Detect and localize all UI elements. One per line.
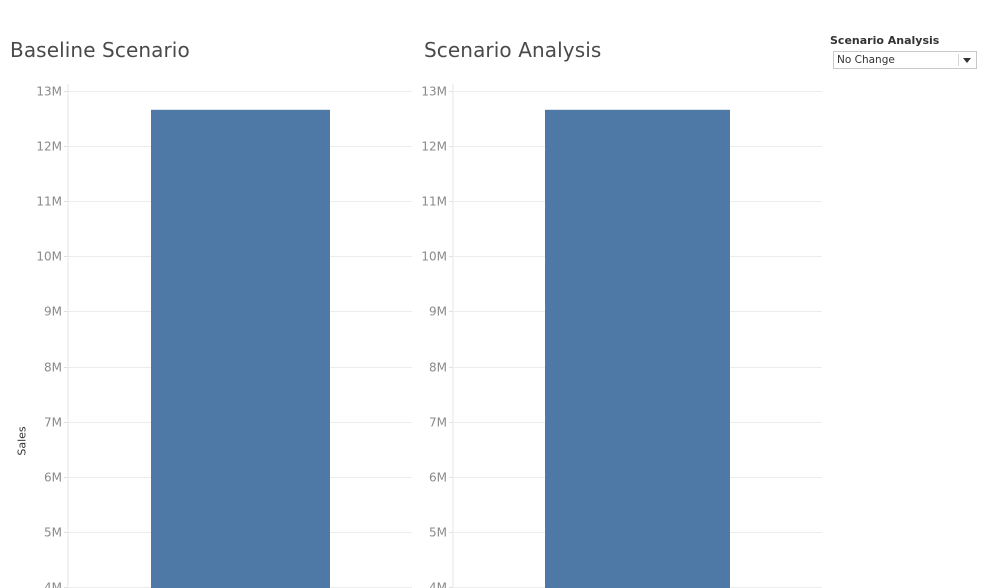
y-tick-label: 10M [36,250,62,264]
scenario-sales-bar[interactable] [545,109,730,588]
chart-title-scenario: Scenario Analysis [424,38,602,62]
y-tick-label: 12M [36,140,62,154]
baseline-sales-bar[interactable] [151,109,330,588]
y-tick-label: 8M [429,361,447,375]
y-tick-label: 7M [429,416,447,430]
y-tick-label: 6M [44,471,62,485]
y-tick-label: 8M [44,361,62,375]
scenario-dropdown-value: No Change [837,54,895,66]
y-tick-label: 9M [429,305,447,319]
y-tick-label: 4M [429,581,447,588]
filter-title: Scenario Analysis [830,34,940,47]
y-tick-label: 13M [36,85,62,99]
scenario-dropdown[interactable]: No Change [833,51,977,69]
chevron-down-icon[interactable] [963,58,971,63]
y-tick-label: 5M [44,526,62,540]
y-tick-label: 7M [44,416,62,430]
y-tick-label: 5M [429,526,447,540]
dropdown-divider [958,54,959,66]
y-tick-label: 12M [421,140,447,154]
y-tick-label: 4M [44,581,62,588]
y-tick-label: 13M [421,85,447,99]
chart-title-baseline: Baseline Scenario [10,38,190,62]
y-tick-label: 11M [36,195,62,209]
scenario-filter: Scenario Analysis No Change [830,34,980,69]
y-tick-label: 6M [429,471,447,485]
y-tick-label: 10M [421,250,447,264]
y-tick-label: 11M [421,195,447,209]
y-tick-label: 9M [44,305,62,319]
